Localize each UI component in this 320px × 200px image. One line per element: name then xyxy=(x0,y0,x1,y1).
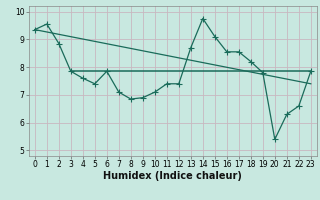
X-axis label: Humidex (Indice chaleur): Humidex (Indice chaleur) xyxy=(103,171,242,181)
